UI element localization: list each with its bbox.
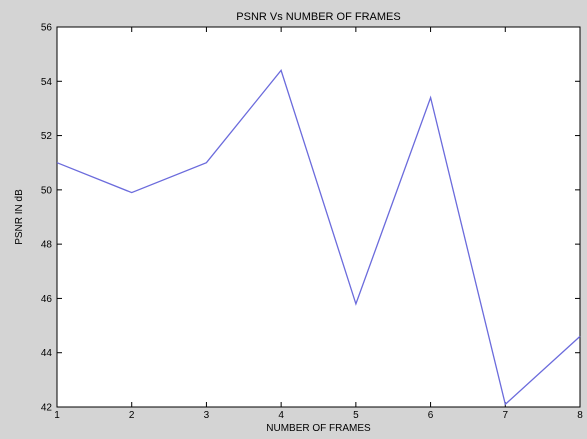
chart-title: PSNR Vs NUMBER OF FRAMES [236,11,400,23]
y-tick-label: 48 [41,240,53,251]
x-tick-label: 8 [577,410,583,421]
x-tick-label: 6 [428,410,434,421]
x-axis-title: NUMBER OF FRAMES [266,423,371,434]
y-tick-label: 46 [41,294,53,305]
y-axis-title: PSNR IN dB [14,189,25,245]
x-tick-label: 1 [54,410,60,421]
x-tick-label: 2 [129,410,135,421]
y-tick-label: 42 [41,403,53,414]
x-tick-label: 3 [204,410,210,421]
y-tick-label: 56 [41,23,53,34]
y-tick-label: 54 [41,77,53,88]
y-tick-label: 52 [41,131,53,142]
y-tick-label: 44 [41,348,53,359]
x-tick-label: 4 [278,410,284,421]
x-tick-label: 5 [353,410,359,421]
x-tick-label: 7 [503,410,509,421]
plot-area [57,27,580,407]
y-tick-label: 50 [41,185,53,196]
